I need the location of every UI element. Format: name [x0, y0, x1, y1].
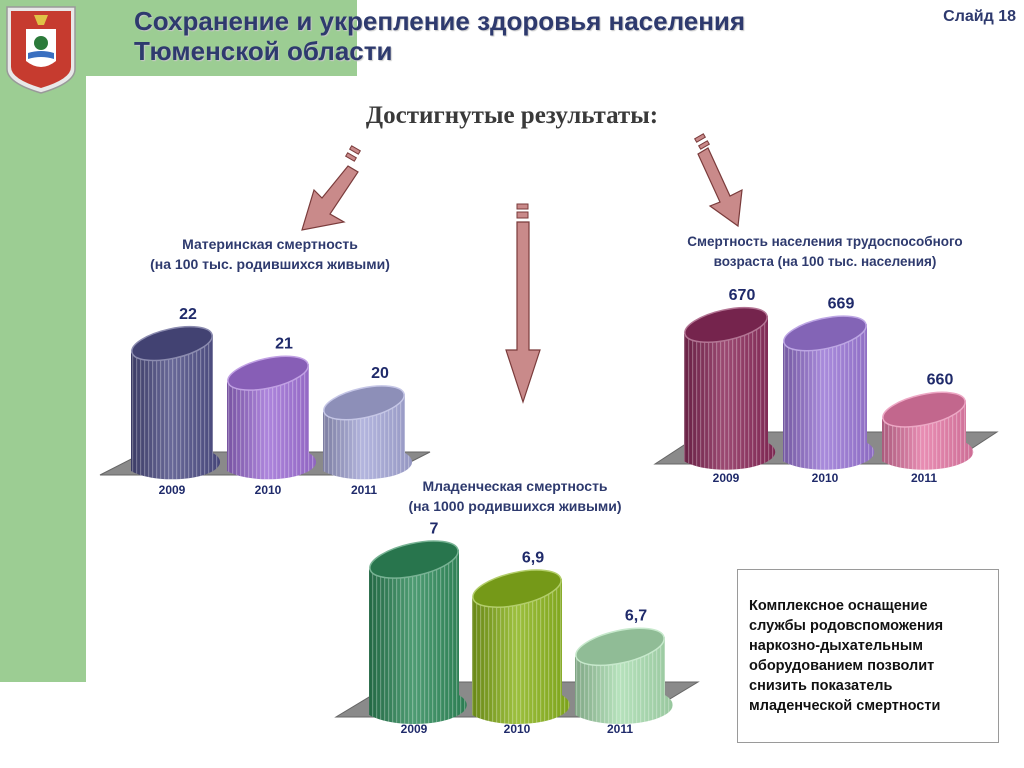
infant-bar-stripes-2009 [369, 549, 467, 724]
infant-bar-2010 [472, 569, 570, 724]
infant-chart-title: Младенческая смертность (на 1000 родивши… [370, 476, 660, 516]
maternal-chart-title: Материнская смертность (на 100 тыс. роди… [100, 234, 440, 274]
emblem-icon [6, 6, 76, 94]
working-age-chart-title-line1: Смертность населения трудоспособного [687, 234, 963, 249]
working_age-bar-top-2010 [783, 315, 867, 352]
maternal-bar-2010 [227, 355, 317, 480]
maternal-value-label-2011: 20 [371, 365, 389, 382]
working_age-value-label-2009: 670 [729, 287, 756, 304]
infant-chart: 7 2009 6,9 2010 6,7 2011 [334, 520, 700, 736]
working_age-bar-2011 [882, 391, 974, 470]
working_age-category-label-2011: 2011 [911, 471, 937, 485]
maternal-bar-top-2010 [227, 355, 309, 391]
working_age-bar-stripes-2010 [783, 324, 875, 470]
maternal-value-label-2009: 22 [179, 306, 197, 323]
infant-chart-title-line2: (на 1000 родившихся живыми) [408, 498, 622, 514]
working_age-bar-2010 [783, 315, 875, 470]
working_age-bar-2009 [684, 306, 776, 470]
arrow-down-icon [301, 145, 362, 231]
infant-category-label-2010: 2010 [504, 722, 531, 736]
maternal-chart-title-line1: Материнская смертность [182, 236, 358, 252]
infant-value-label-2010: 6,9 [522, 549, 544, 566]
maternal-value-label-2010: 21 [275, 335, 293, 352]
working_age-value-label-2011: 660 [927, 372, 954, 389]
infant-category-label-2009: 2009 [401, 722, 428, 736]
maternal-bar-stripes-2010 [227, 364, 317, 480]
note-box: Комплексное оснащение службы родовспомож… [737, 569, 999, 743]
page-title-line1: Сохранение и укрепление здоровья населен… [134, 6, 746, 36]
infant-bar-stripes-2010 [472, 578, 570, 724]
maternal-bar-2011 [323, 385, 413, 480]
infant-bar-top-2011 [575, 627, 665, 667]
maternal-category-label-2010: 2010 [255, 483, 282, 497]
maternal-bar-stripes-2009 [131, 334, 221, 480]
infant-bar-top-2009 [369, 540, 459, 579]
page-title-line2: Тюменской области [134, 36, 393, 66]
maternal-chart-title-line2: (на 100 тыс. родившихся живыми) [150, 256, 390, 272]
working_age-bar-top-2009 [684, 306, 768, 343]
infant-bar-top-2010 [472, 569, 562, 608]
infant-category-label-2011: 2011 [607, 722, 633, 736]
working_age-category-label-2010: 2010 [812, 471, 839, 485]
infant-bar-2009 [369, 540, 467, 724]
infant-value-label-2009: 7 [430, 520, 439, 537]
maternal-category-label-2009: 2009 [159, 483, 186, 497]
working-age-chart-title: Смертность населения трудоспособного воз… [640, 232, 1010, 272]
working_age-value-label-2010: 669 [828, 295, 855, 312]
working-age-chart-title-line2: возраста (на 100 тыс. населения) [713, 254, 937, 269]
arrow-down-icon [505, 203, 541, 404]
infant-value-label-2011: 6,7 [625, 608, 647, 625]
working_age-bar-stripes-2009 [684, 315, 776, 470]
infant-chart-title-line1: Младенческая смертность [422, 478, 608, 494]
working_age-bar-top-2011 [882, 391, 966, 428]
slide-number: Слайд 18 [943, 8, 1016, 25]
left-panel [0, 0, 86, 682]
section-subtitle: Достигнутые результаты: [365, 102, 659, 129]
maternal-bar-top-2009 [131, 325, 213, 362]
charts-group: 2220092120102020116702009669201066020117… [99, 287, 999, 736]
working_age-category-label-2009: 2009 [713, 471, 740, 485]
maternal-bar-2009 [131, 325, 221, 480]
arrow-down-icon [693, 133, 743, 228]
maternal-bar-top-2011 [323, 385, 405, 421]
page-title: Сохранение и укрепление здоровья населен… [134, 6, 834, 66]
working_age-chart: 670 2009 669 2010 660 2011 [653, 287, 999, 485]
maternal-chart: 22 2009 21 2010 20 2011 [99, 306, 431, 497]
infant-bar-2011 [575, 627, 673, 724]
maternal-category-label-2011: 2011 [351, 483, 377, 497]
